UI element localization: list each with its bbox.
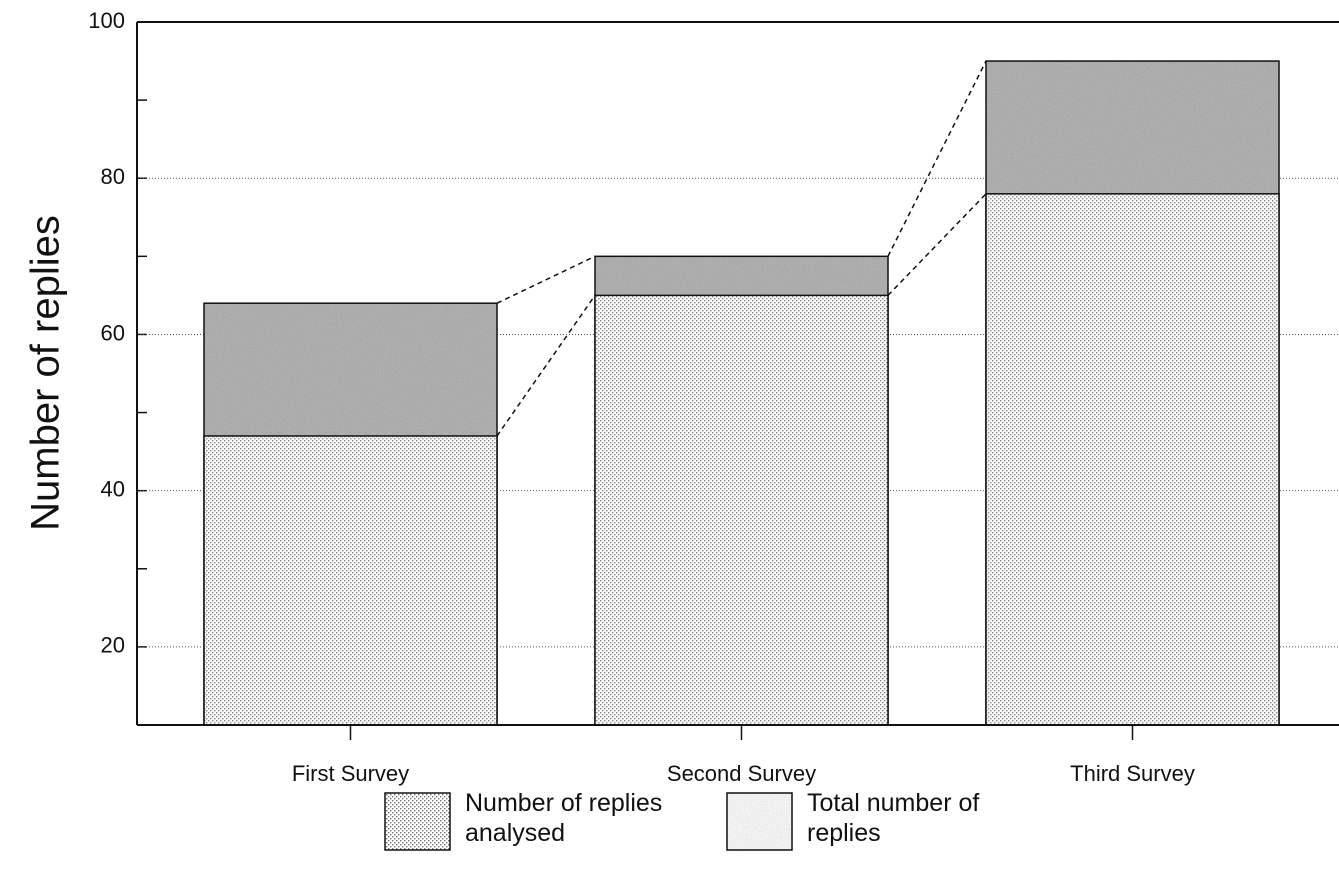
y-tick-label: 20 — [101, 633, 125, 658]
x-tick-label: Second Survey — [667, 761, 816, 786]
bar — [594, 294, 889, 726]
y-tick-label: 80 — [101, 164, 125, 189]
connector-line — [496, 294, 596, 437]
y-tick-label: 40 — [101, 476, 125, 501]
legend-swatch — [384, 792, 451, 851]
y-tick-label: 60 — [101, 320, 125, 345]
connector-line — [496, 255, 596, 304]
legend-swatch-outline — [726, 792, 793, 851]
legend-label: Total number of replies — [807, 789, 980, 847]
x-tick-label: First Survey — [292, 761, 409, 786]
x-tick-label: Third Survey — [1070, 761, 1195, 786]
bar — [203, 435, 498, 726]
connector-line — [887, 60, 987, 257]
bar — [985, 193, 1280, 726]
legend-label: Number of replies analysed — [465, 789, 663, 847]
connector-line — [887, 193, 987, 296]
legend-swatch — [726, 792, 793, 851]
y-axis-label: Number of replies — [24, 215, 68, 531]
y-tick-label: 100 — [88, 8, 125, 33]
